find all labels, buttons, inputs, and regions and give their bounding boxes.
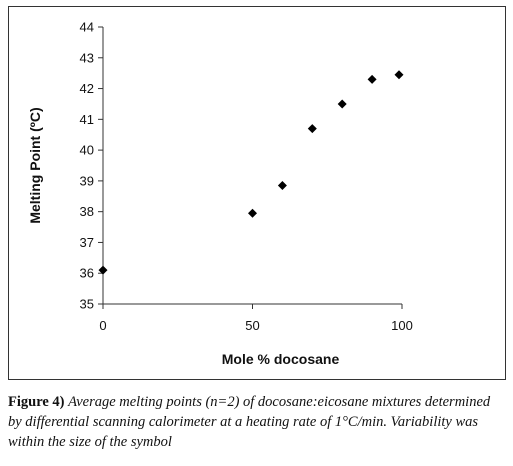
caption-label: Figure 4) bbox=[8, 394, 65, 410]
y-axis-title: Melting Point (ºC) bbox=[27, 107, 43, 223]
y-tick-label: 41 bbox=[80, 112, 94, 127]
scatter-chart: 35 36 37 38 39 40 41 42 43 44 0 50 100 Melting Poin… bbox=[27, 20, 413, 368]
y-tick-label: 40 bbox=[80, 143, 94, 158]
y-tick-label: 39 bbox=[80, 173, 94, 188]
y-tick-label: 35 bbox=[80, 297, 94, 312]
data-point bbox=[98, 265, 108, 275]
y-tick-label: 44 bbox=[80, 20, 94, 35]
y-tick-label: 36 bbox=[80, 266, 94, 281]
data-point bbox=[277, 181, 287, 191]
x-ticks: 0 50 100 bbox=[99, 304, 413, 333]
data-points bbox=[98, 70, 404, 275]
x-tick-label: 50 bbox=[245, 318, 259, 333]
data-point bbox=[367, 74, 377, 84]
x-axis-title: Mole % docosane bbox=[222, 351, 340, 367]
figure-caption: Figure 4) Average melting points (n=2) o… bbox=[8, 392, 506, 452]
data-point bbox=[307, 124, 317, 134]
data-point bbox=[337, 99, 347, 109]
chart-frame bbox=[8, 6, 506, 380]
data-point bbox=[248, 208, 257, 218]
x-tick-label: 0 bbox=[99, 318, 106, 333]
caption-text: Average melting points (n=2) of docosane… bbox=[8, 394, 491, 450]
y-tick-label: 37 bbox=[80, 235, 94, 250]
y-tick-label: 43 bbox=[80, 50, 94, 65]
y-tick-label: 38 bbox=[80, 204, 94, 219]
y-ticks: 35 36 37 38 39 40 41 42 43 44 bbox=[80, 20, 103, 312]
axes bbox=[102, 27, 402, 305]
y-tick-label: 42 bbox=[80, 81, 94, 96]
x-tick-label: 100 bbox=[391, 318, 413, 333]
data-point bbox=[394, 70, 404, 80]
